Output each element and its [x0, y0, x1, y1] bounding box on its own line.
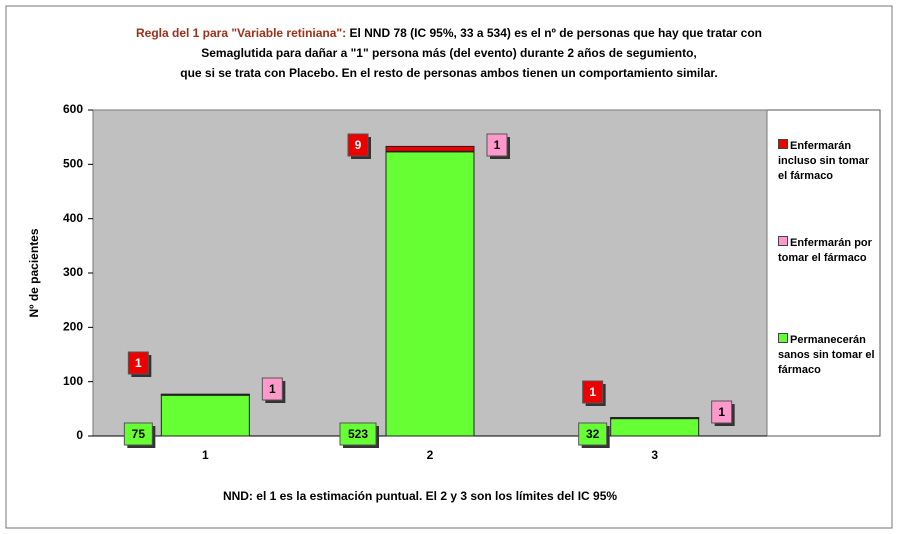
bar-segment — [610, 418, 700, 437]
y-tick-label: 200 — [63, 320, 83, 334]
x-tick-label: 3 — [651, 448, 658, 462]
frame — [5, 5, 893, 529]
bar-segment — [610, 417, 700, 419]
bar-segment — [160, 394, 250, 437]
legend-swatch — [778, 139, 788, 149]
y-tick-label: 600 — [63, 102, 83, 116]
y-tick-label: 500 — [63, 157, 83, 171]
y-tick-label: 0 — [76, 428, 83, 442]
y-tick-label: 300 — [63, 265, 83, 279]
bar-segment — [385, 151, 475, 437]
y-axis-label: Nº de pacientes — [27, 228, 41, 317]
bar-segment — [385, 145, 475, 152]
label-box — [347, 133, 369, 157]
y-tick-label: 400 — [63, 211, 83, 225]
data-label: 1 — [269, 382, 276, 396]
legend-label: Enfermarán incluso sin tomar el fármaco — [778, 140, 870, 182]
title-line: que si se trata con Placebo. En el resto… — [180, 66, 718, 80]
label-box — [127, 351, 149, 375]
data-label: 1 — [135, 356, 142, 370]
label-box — [578, 422, 608, 446]
data-label: 32 — [586, 427, 600, 441]
label-box — [123, 422, 153, 446]
data-label: 75 — [132, 427, 146, 441]
legend-entry: Enfermarán incluso sin tomar el fármaco — [778, 139, 876, 184]
legend-label: Enfermarán por tomar el fármaco — [778, 237, 872, 264]
label-box — [339, 422, 377, 446]
data-label: 1 — [494, 138, 501, 152]
label-box — [582, 380, 604, 404]
data-label: 9 — [355, 138, 362, 152]
note: NND: el 1 es la estimación puntual. El 2… — [223, 489, 617, 503]
title-lead: Regla del 1 para "Variable retiniana": — [136, 26, 346, 40]
legend-swatch — [778, 333, 788, 343]
title-line: El NND 78 (IC 95%, 33 a 534) es el nº de… — [346, 26, 762, 40]
legend-swatch — [778, 236, 788, 246]
legend-entry: Permanecerán sanos sin tomar el fármaco — [778, 333, 876, 378]
data-label: 523 — [348, 427, 368, 441]
bar-segment — [160, 393, 250, 396]
label-box — [486, 133, 508, 157]
label-box — [261, 377, 283, 401]
legend-entry: Enfermarán por tomar el fármaco — [778, 236, 876, 266]
label-box — [711, 400, 733, 424]
x-tick-label: 2 — [427, 448, 434, 462]
x-tick-label: 1 — [202, 448, 209, 462]
legend-label: Permanecerán sanos sin tomar el fármaco — [778, 334, 875, 376]
title-line: Semaglutida para dañar a "1" persona más… — [201, 46, 697, 60]
chart-title: Regla del 1 para "Variable retiniana": E… — [136, 26, 762, 40]
data-label: 1 — [589, 385, 596, 399]
data-label: 1 — [718, 405, 725, 419]
legend-box — [766, 109, 881, 437]
y-tick-label: 100 — [63, 374, 83, 388]
